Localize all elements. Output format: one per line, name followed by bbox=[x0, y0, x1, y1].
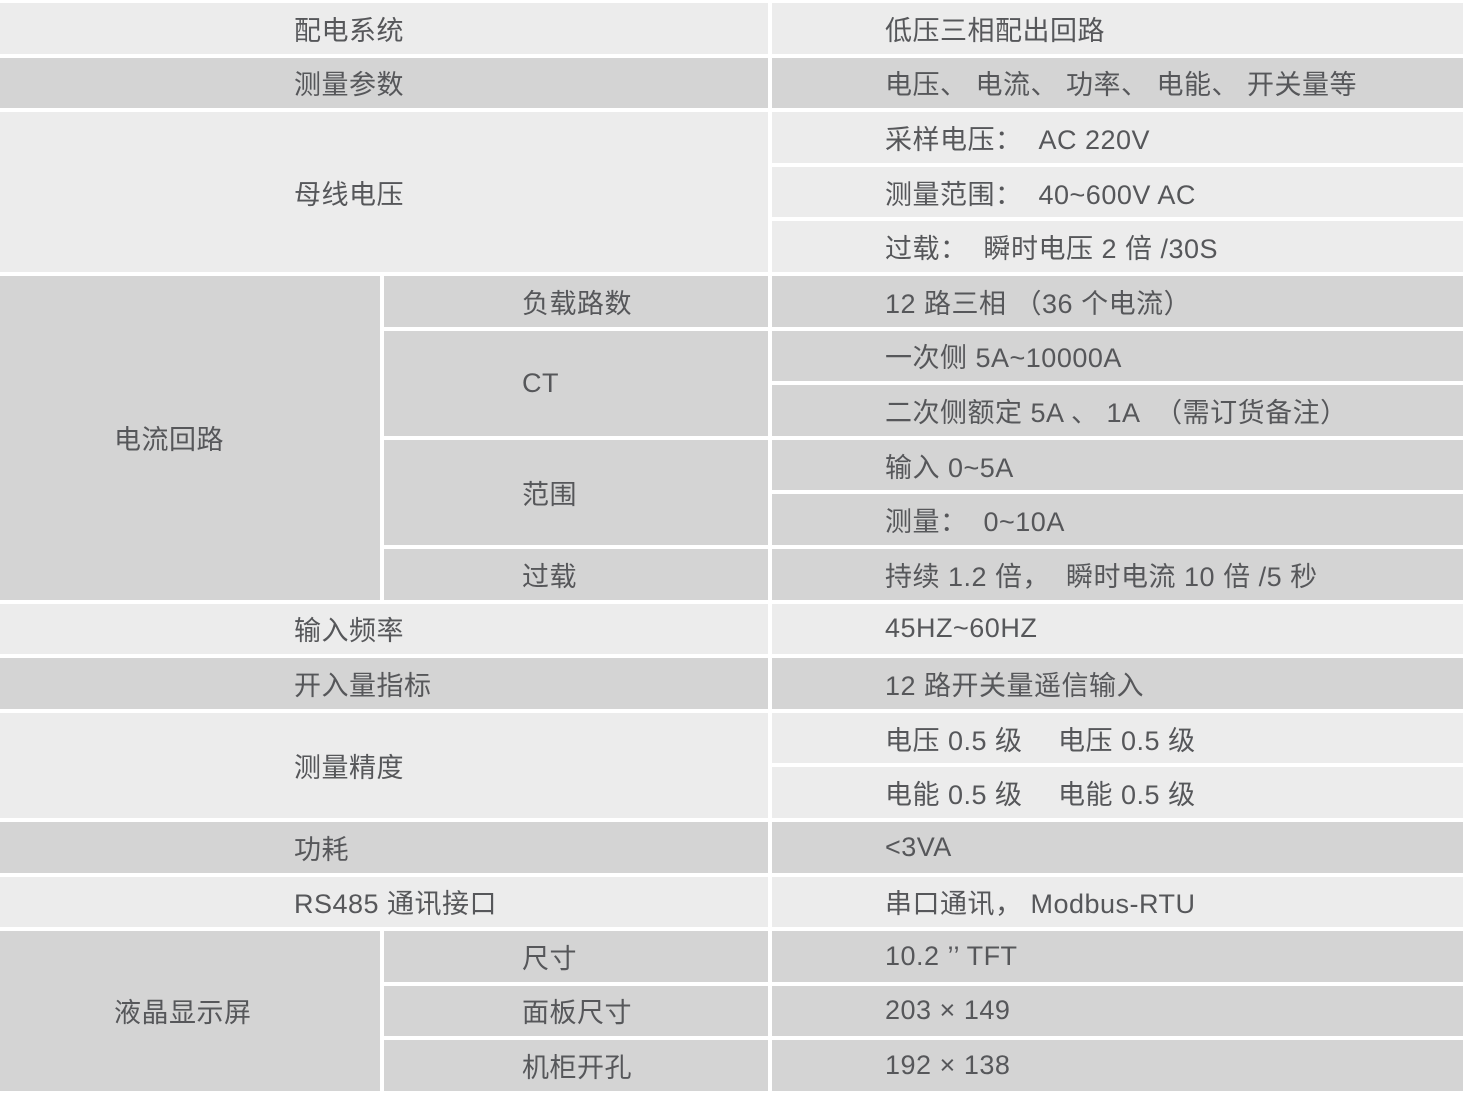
value-measure-range: 测量范围： 40~600V AC bbox=[772, 166, 1463, 218]
group-label-measured-params: 测量参数 bbox=[0, 57, 768, 109]
value-current-overload: 持续 1.2 倍， 瞬时电流 10 倍 /5 秒 bbox=[772, 548, 1463, 600]
sub-label-load-channels: 负载路数 bbox=[384, 275, 768, 327]
value-panel-size: 203 × 149 bbox=[772, 985, 1463, 1037]
group-label-current-circuit: 电流回路 bbox=[0, 275, 380, 600]
value-ct-secondary: 二次侧额定 5A 、 1A （需订货备注） bbox=[772, 385, 1463, 436]
value-range-input: 输入 0~5A bbox=[772, 439, 1463, 491]
group-label-digital-input: 开入量指标 bbox=[0, 658, 768, 709]
value-digital-input: 12 路开关量遥信输入 bbox=[772, 658, 1463, 709]
value-power-system: 低压三相配出回路 bbox=[772, 3, 1463, 54]
sub-label-size: 尺寸 bbox=[384, 931, 768, 982]
value-measured-params: 电压、 电流、 功率、 电能、 开关量等 bbox=[772, 57, 1463, 109]
value-rs485: 串口通讯， Modbus-RTU bbox=[772, 876, 1463, 928]
value-sampling-voltage: 采样电压： AC 220V bbox=[772, 112, 1463, 163]
group-label-bus-voltage: 母线电压 bbox=[0, 112, 768, 272]
value-accuracy-energy: 电能 0.5 级 电能 0.5 级 bbox=[772, 767, 1463, 818]
group-label-power-system: 配电系统 bbox=[0, 3, 768, 54]
value-input-frequency: 45HZ~60HZ bbox=[772, 603, 1463, 655]
group-label-lcd: 液晶显示屏 bbox=[0, 931, 380, 1091]
sub-label-panel-size: 面板尺寸 bbox=[384, 985, 768, 1037]
value-accuracy-voltage: 电压 0.5 级 电压 0.5 级 bbox=[772, 712, 1463, 764]
sub-label-range: 范围 bbox=[384, 439, 768, 545]
group-label-input-frequency: 输入频率 bbox=[0, 603, 768, 655]
value-power-consumption: <3VA bbox=[772, 821, 1463, 873]
value-range-measure: 测量： 0~10A bbox=[772, 494, 1463, 545]
value-voltage-overload: 过载： 瞬时电压 2 倍 /30S bbox=[772, 221, 1463, 272]
group-label-accuracy: 测量精度 bbox=[0, 712, 768, 818]
value-lcd-size: 10.2 ’’ TFT bbox=[772, 931, 1463, 982]
value-cutout-size: 192 × 138 bbox=[772, 1040, 1463, 1091]
group-label-power-consumption: 功耗 bbox=[0, 821, 768, 873]
value-load-channels: 12 路三相 （36 个电流） bbox=[772, 275, 1463, 327]
group-label-rs485: RS485 通讯接口 bbox=[0, 876, 768, 928]
value-ct-primary: 一次侧 5A~10000A bbox=[772, 330, 1463, 382]
sub-label-cutout: 机柜开孔 bbox=[384, 1040, 768, 1091]
sub-label-ct: CT bbox=[384, 330, 768, 436]
sub-label-overload: 过载 bbox=[384, 548, 768, 600]
